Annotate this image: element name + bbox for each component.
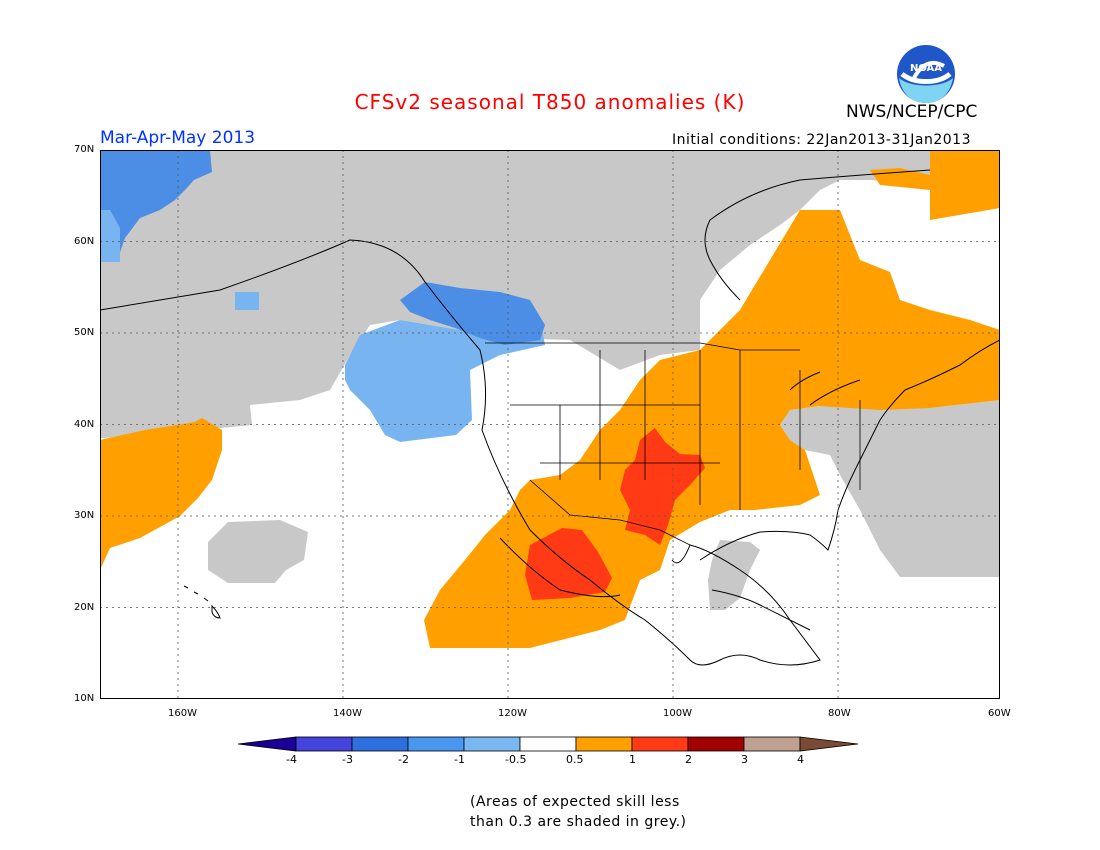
lon-label-140w: 140W <box>333 708 362 719</box>
agency-label: NWS/NCEP/CPC <box>846 102 978 122</box>
initial-conditions: Initial conditions: 22Jan2013-31Jan2013 <box>672 132 971 148</box>
grey-region-pacific <box>208 520 308 583</box>
graticule <box>100 150 1000 699</box>
lat-label-20n: 20N <box>74 602 95 613</box>
colorbar-cell-2-3 <box>687 736 745 752</box>
lat-label-60n: 60N <box>74 236 95 247</box>
skill-note-line-1: (Areas of expected skill less <box>470 794 680 810</box>
colorbar-cell-gt-4 <box>799 736 859 752</box>
noaa-logo-text: NOAA <box>910 63 942 74</box>
colorbar-label-neg3: -3 <box>342 753 353 766</box>
skill-note-line-2: than 0.3 are shaded in grey.) <box>470 814 687 830</box>
colorbar-label-neg2: -2 <box>398 753 409 766</box>
forecast-period: Mar-Apr-May 2013 <box>100 128 256 148</box>
colorbar-label-1: 1 <box>629 753 636 766</box>
colorbar-cell-neg05-05 <box>519 736 577 752</box>
lat-label-40n: 40N <box>74 419 95 430</box>
grey-region-gulf <box>708 540 760 610</box>
skill-note: (Areas of expected skill less than 0.3 a… <box>470 792 687 832</box>
colorbar-cell-neg1-neg05 <box>463 736 521 752</box>
political-borders <box>485 342 861 546</box>
lightblue-patch-gulf-alaska <box>235 292 259 310</box>
colorbar <box>238 736 859 752</box>
colorbar-cell-neg3-neg2 <box>351 736 409 752</box>
map-frame <box>100 150 1000 699</box>
grey-region-atlantic <box>780 400 1000 577</box>
lightblue-patch-alaska <box>100 210 120 262</box>
hawaii-islands <box>183 585 221 619</box>
anomaly-map <box>100 150 1000 699</box>
colorbar-label-05: 0.5 <box>566 753 584 766</box>
map-title: CFSv2 seasonal T850 anomalies (K) <box>354 90 746 114</box>
colorbar-cell-neg2-neg1 <box>407 736 465 752</box>
colorbar-cell-lt-neg4 <box>238 736 297 752</box>
coastlines <box>100 169 1000 666</box>
colorbar-label-2: 2 <box>685 753 692 766</box>
lat-label-10n: 10N <box>74 693 95 704</box>
colorbar-cell-05-1 <box>575 736 633 752</box>
lon-label-120w: 120W <box>498 708 527 719</box>
colorbar-label-neg05: -0.5 <box>505 753 527 766</box>
lon-label-160w: 160W <box>168 708 197 719</box>
lon-label-60w: 60W <box>988 708 1011 719</box>
blue-region-alaska <box>100 150 212 262</box>
lat-label-30n: 30N <box>74 510 95 521</box>
noaa-logo: NOAA <box>896 44 956 104</box>
lon-label-100w: 100W <box>663 708 692 719</box>
colorbar-label-neg1: -1 <box>454 753 465 766</box>
lon-label-80w: 80W <box>828 708 851 719</box>
colorbar-cell-3-4 <box>743 736 801 752</box>
colorbar-cell-neg4-neg3 <box>295 736 353 752</box>
orange-region-labrador <box>870 150 1000 220</box>
colorbar-label-4: 4 <box>797 753 804 766</box>
lightblue-region-pacific-nw <box>345 320 545 442</box>
lat-label-70n: 70N <box>74 144 95 155</box>
colorbar-label-neg4: -4 <box>286 753 297 766</box>
colorbar-label-3: 3 <box>741 753 748 766</box>
colorbar-cell-1-2 <box>631 736 689 752</box>
lat-label-50n: 50N <box>74 327 95 338</box>
grey-region-north <box>100 150 1000 438</box>
orange-region-pacific-west <box>100 418 222 570</box>
blue-region-bc-coast <box>400 282 545 345</box>
